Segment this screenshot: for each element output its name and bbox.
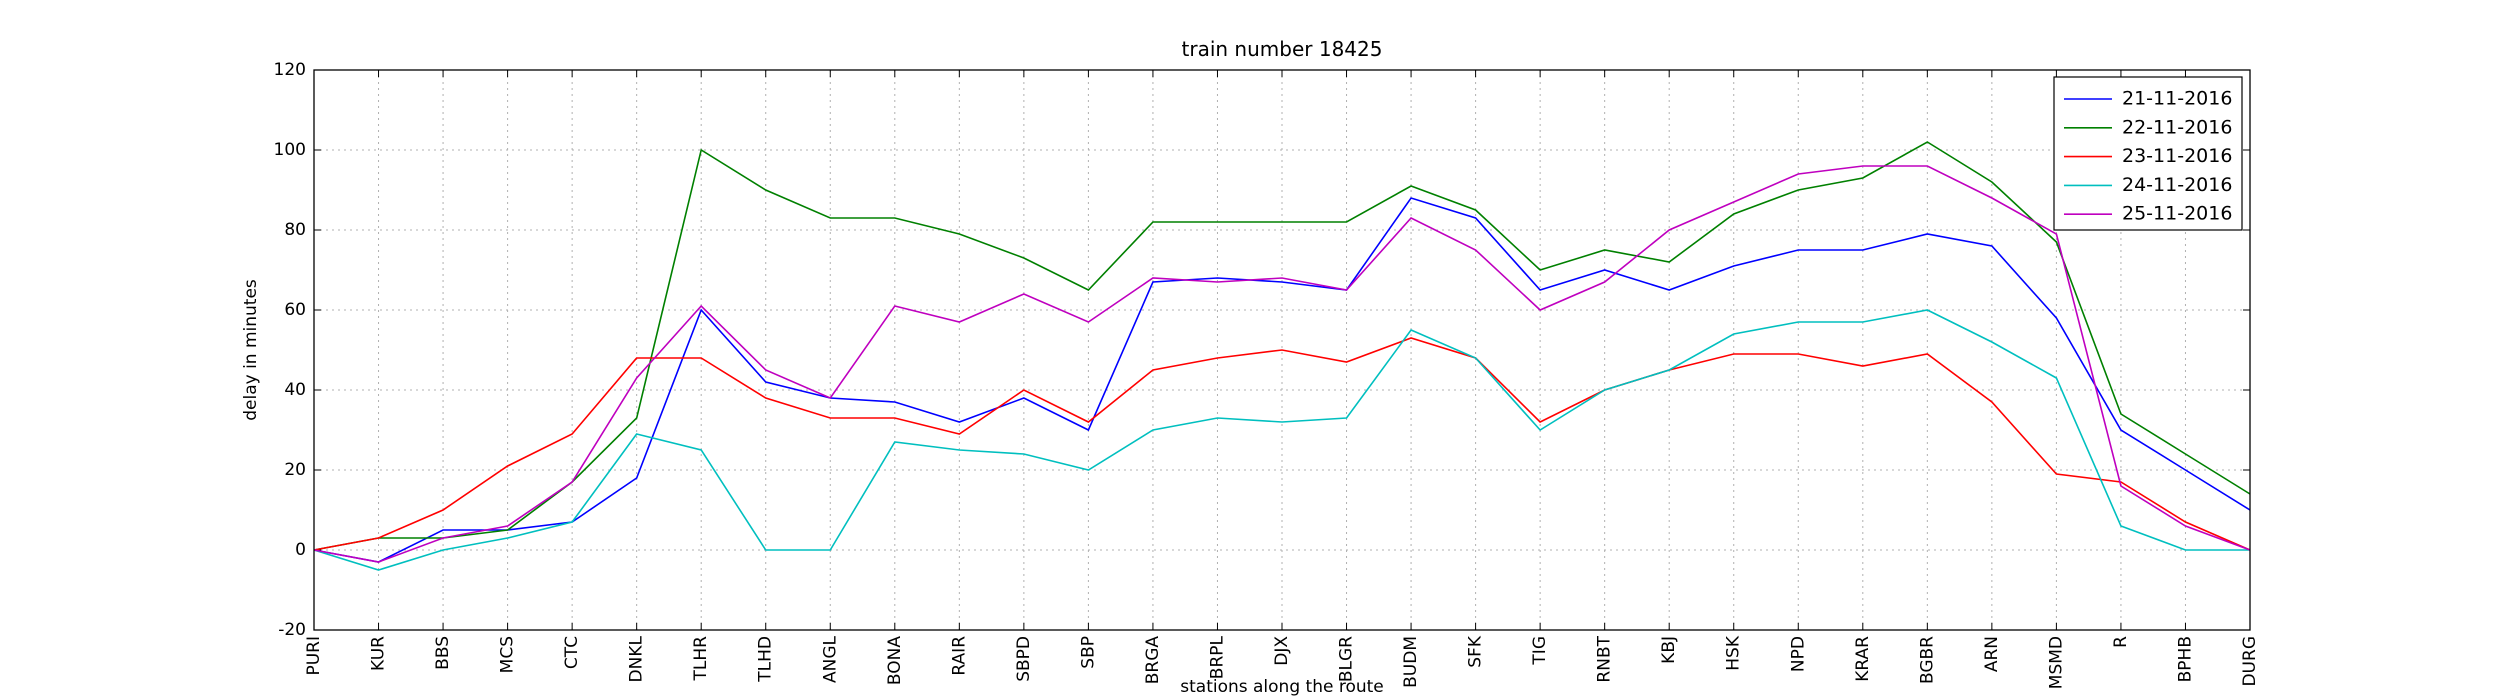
x-tick-label: RAIR — [949, 636, 969, 676]
x-tick-label: ARN — [1982, 636, 2002, 672]
y-tick-label: 100 — [274, 140, 306, 160]
x-tick-label: BRPL — [1207, 635, 1227, 679]
y-tick-label: 0 — [295, 540, 306, 560]
legend-box — [2053, 76, 2243, 231]
y-tick-label: 40 — [284, 380, 306, 400]
y-tick-label: -20 — [278, 620, 306, 640]
x-tick-label: BPHB — [2175, 636, 2195, 682]
legend-label: 21-11-2016 — [2122, 88, 2232, 110]
x-tick-label: DNKL — [627, 635, 647, 682]
x-tick-label: TIG — [1530, 636, 1550, 666]
x-tick-label: BLGR — [1337, 636, 1357, 682]
plot-frame — [313, 69, 2251, 631]
x-tick-label: MCS — [498, 636, 518, 673]
x-tick-label: KBJ — [1659, 636, 1679, 664]
legend-label: 23-11-2016 — [2122, 145, 2232, 167]
x-tick-label: TLHR — [691, 636, 711, 682]
x-tick-label: ANGL — [820, 635, 840, 683]
legend-label: 24-11-2016 — [2122, 174, 2232, 196]
x-tick-label: RNBT — [1595, 635, 1615, 682]
y-tick-label: 20 — [284, 460, 306, 480]
x-tick-label: KUR — [369, 636, 389, 671]
legend-label: 22-11-2016 — [2122, 116, 2232, 138]
x-tick-label: BONA — [885, 636, 905, 685]
x-tick-label: CTC — [562, 636, 582, 669]
x-tick-label: BUDM — [1401, 636, 1421, 688]
x-tick-label: R — [2111, 636, 2131, 648]
legend-label: 25-11-2016 — [2122, 203, 2232, 225]
x-tick-label: PURI — [304, 636, 324, 676]
data-line — [313, 141, 2251, 551]
x-tick-label: KRAR — [1853, 636, 1873, 682]
x-tick-label: BRGA — [1143, 636, 1163, 685]
chart-title: train number 18425 — [1182, 37, 1383, 61]
data-line — [313, 165, 2251, 563]
y-axis-label: delay in minutes — [241, 279, 261, 421]
x-tick-label: SFK — [1466, 635, 1486, 668]
x-tick-label: BBS — [433, 636, 453, 670]
y-tick-label: 80 — [284, 220, 306, 240]
x-tick-label: NPD — [1788, 636, 1808, 672]
x-tick-label: DJX — [1272, 636, 1292, 666]
x-tick-label: SBP — [1078, 636, 1098, 669]
x-tick-label: TLHD — [756, 636, 776, 683]
data-line — [313, 337, 2251, 551]
x-tick-label: SBPD — [1014, 636, 1034, 682]
x-axis-label: stations along the route — [1180, 677, 1384, 697]
y-tick-label: 60 — [284, 300, 306, 320]
x-tick-label: HSK — [1724, 635, 1744, 671]
data-line — [313, 309, 2250, 571]
x-tick-label: DURG — [2240, 636, 2260, 687]
x-tick-label: MSMD — [2046, 636, 2066, 689]
x-tick-label: BGBR — [1917, 636, 1937, 684]
y-tick-label: 120 — [274, 60, 306, 80]
data-line — [313, 197, 2251, 563]
